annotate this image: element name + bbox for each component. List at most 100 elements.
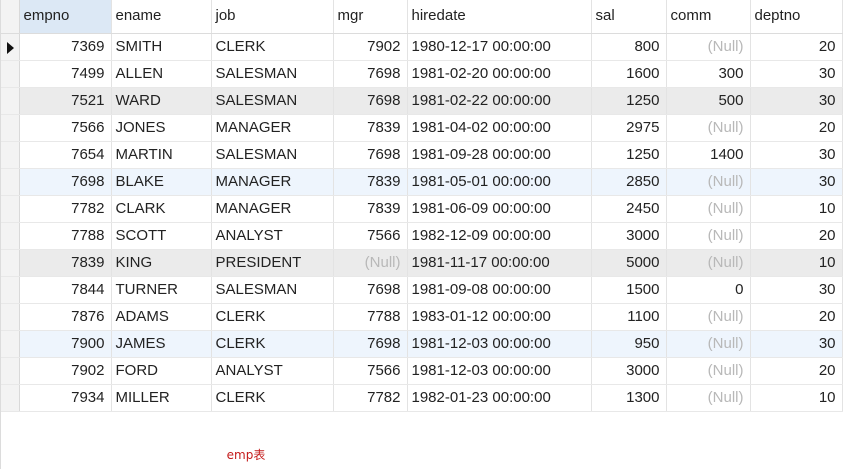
cell-deptno[interactable]: 10	[750, 249, 843, 277]
column-header-empno[interactable]: empno	[19, 0, 112, 34]
cell-mgr[interactable]: 7698	[333, 87, 408, 115]
cell-job[interactable]: MANAGER	[211, 114, 334, 142]
row-selector[interactable]	[1, 60, 20, 88]
cell-empno[interactable]: 7521	[19, 87, 112, 115]
cell-deptno[interactable]: 20	[750, 303, 843, 331]
cell-sal[interactable]: 1250	[591, 141, 667, 169]
cell-comm[interactable]: (Null)	[666, 330, 751, 358]
cell-mgr[interactable]: 7839	[333, 195, 408, 223]
row-selector[interactable]	[1, 141, 20, 169]
cell-mgr[interactable]: 7698	[333, 60, 408, 88]
cell-comm[interactable]: 1400	[666, 141, 751, 169]
table-row[interactable]: 7934 MILLER CLERK 7782 1982-01-23 00:00:00 13…	[1, 384, 843, 412]
cell-job[interactable]: SALESMAN	[211, 141, 334, 169]
column-header-ename[interactable]: ename	[111, 0, 212, 34]
cell-hiredate[interactable]: 1982-01-23 00:00:00	[407, 384, 592, 412]
cell-mgr[interactable]: 7698	[333, 141, 408, 169]
row-selector[interactable]	[1, 114, 20, 142]
table-row[interactable]: 7839 KING PRESIDENT (Null) 1981-11-17 00:00:…	[1, 249, 843, 277]
cell-empno[interactable]: 7876	[19, 303, 112, 331]
row-selector[interactable]	[1, 222, 20, 250]
cell-mgr[interactable]: 7839	[333, 114, 408, 142]
cell-deptno[interactable]: 20	[750, 222, 843, 250]
row-selector[interactable]	[1, 303, 20, 331]
cell-hiredate[interactable]: 1981-12-03 00:00:00	[407, 357, 592, 385]
column-header-sal[interactable]: sal	[591, 0, 667, 34]
cell-mgr[interactable]: 7566	[333, 357, 408, 385]
table-row[interactable]: 7654 MARTIN SALESMAN 7698 1981-09-28 00:00:0…	[1, 141, 843, 169]
cell-job[interactable]: CLERK	[211, 330, 334, 358]
cell-hiredate[interactable]: 1981-06-09 00:00:00	[407, 195, 592, 223]
row-selector[interactable]	[1, 384, 20, 412]
cell-job[interactable]: MANAGER	[211, 195, 334, 223]
column-header-comm[interactable]: comm	[666, 0, 751, 34]
cell-hiredate[interactable]: 1981-05-01 00:00:00	[407, 168, 592, 196]
cell-sal[interactable]: 2450	[591, 195, 667, 223]
cell-comm[interactable]: (Null)	[666, 114, 751, 142]
cell-comm[interactable]: 300	[666, 60, 751, 88]
cell-mgr[interactable]: (Null)	[333, 249, 408, 277]
cell-mgr[interactable]: 7566	[333, 222, 408, 250]
cell-empno[interactable]: 7698	[19, 168, 112, 196]
cell-deptno[interactable]: 30	[750, 276, 843, 304]
row-selector[interactable]	[1, 168, 20, 196]
table-row[interactable]: 7900 JAMES CLERK 7698 1981-12-03 00:00:00 950…	[1, 330, 843, 358]
cell-comm[interactable]: 0	[666, 276, 751, 304]
cell-sal[interactable]: 1500	[591, 276, 667, 304]
cell-sal[interactable]: 2975	[591, 114, 667, 142]
cell-mgr[interactable]: 7698	[333, 330, 408, 358]
cell-empno[interactable]: 7499	[19, 60, 112, 88]
cell-comm[interactable]: (Null)	[666, 195, 751, 223]
cell-mgr[interactable]: 7839	[333, 168, 408, 196]
cell-hiredate[interactable]: 1981-04-02 00:00:00	[407, 114, 592, 142]
cell-sal[interactable]: 1100	[591, 303, 667, 331]
cell-hiredate[interactable]: 1981-09-08 00:00:00	[407, 276, 592, 304]
column-header-mgr[interactable]: mgr	[333, 0, 408, 34]
cell-deptno[interactable]: 30	[750, 87, 843, 115]
table-row[interactable]: 7876 ADAMS CLERK 7788 1983-01-12 00:00:00 110…	[1, 303, 843, 331]
cell-sal[interactable]: 3000	[591, 357, 667, 385]
cell-comm[interactable]: (Null)	[666, 33, 751, 61]
cell-comm[interactable]: (Null)	[666, 303, 751, 331]
cell-job[interactable]: CLERK	[211, 384, 334, 412]
cell-ename[interactable]: MARTIN	[111, 141, 212, 169]
cell-ename[interactable]: KING	[111, 249, 212, 277]
cell-deptno[interactable]: 30	[750, 168, 843, 196]
row-selector[interactable]	[1, 249, 20, 277]
table-row[interactable]: 7782 CLARK MANAGER 7839 1981-06-09 00:00:00 2…	[1, 195, 843, 223]
cell-hiredate[interactable]: 1981-12-03 00:00:00	[407, 330, 592, 358]
cell-job[interactable]: CLERK	[211, 33, 334, 61]
table-row[interactable]: 7566 JONES MANAGER 7839 1981-04-02 00:00:00 2…	[1, 114, 843, 142]
cell-ename[interactable]: CLARK	[111, 195, 212, 223]
cell-empno[interactable]: 7654	[19, 141, 112, 169]
cell-empno[interactable]: 7369	[19, 33, 112, 61]
cell-deptno[interactable]: 30	[750, 141, 843, 169]
cell-job[interactable]: SALESMAN	[211, 276, 334, 304]
row-selector[interactable]	[1, 33, 20, 61]
cell-mgr[interactable]: 7902	[333, 33, 408, 61]
cell-deptno[interactable]: 30	[750, 330, 843, 358]
cell-empno[interactable]: 7788	[19, 222, 112, 250]
cell-deptno[interactable]: 20	[750, 114, 843, 142]
cell-deptno[interactable]: 10	[750, 384, 843, 412]
cell-ename[interactable]: TURNER	[111, 276, 212, 304]
cell-sal[interactable]: 950	[591, 330, 667, 358]
cell-hiredate[interactable]: 1981-09-28 00:00:00	[407, 141, 592, 169]
table-row[interactable]: 7698 BLAKE MANAGER 7839 1981-05-01 00:00:00 2…	[1, 168, 843, 196]
cell-comm[interactable]: (Null)	[666, 357, 751, 385]
row-selector[interactable]	[1, 357, 20, 385]
cell-sal[interactable]: 1300	[591, 384, 667, 412]
cell-deptno[interactable]: 10	[750, 195, 843, 223]
cell-empno[interactable]: 7844	[19, 276, 112, 304]
cell-ename[interactable]: WARD	[111, 87, 212, 115]
cell-empno[interactable]: 7900	[19, 330, 112, 358]
cell-empno[interactable]: 7839	[19, 249, 112, 277]
cell-job[interactable]: SALESMAN	[211, 60, 334, 88]
table-row[interactable]: 7521 WARD SALESMAN 7698 1981-02-22 00:00:00 1…	[1, 87, 843, 115]
cell-hiredate[interactable]: 1980-12-17 00:00:00	[407, 33, 592, 61]
cell-job[interactable]: ANALYST	[211, 222, 334, 250]
cell-sal[interactable]: 2850	[591, 168, 667, 196]
cell-job[interactable]: MANAGER	[211, 168, 334, 196]
cell-empno[interactable]: 7934	[19, 384, 112, 412]
cell-mgr[interactable]: 7788	[333, 303, 408, 331]
